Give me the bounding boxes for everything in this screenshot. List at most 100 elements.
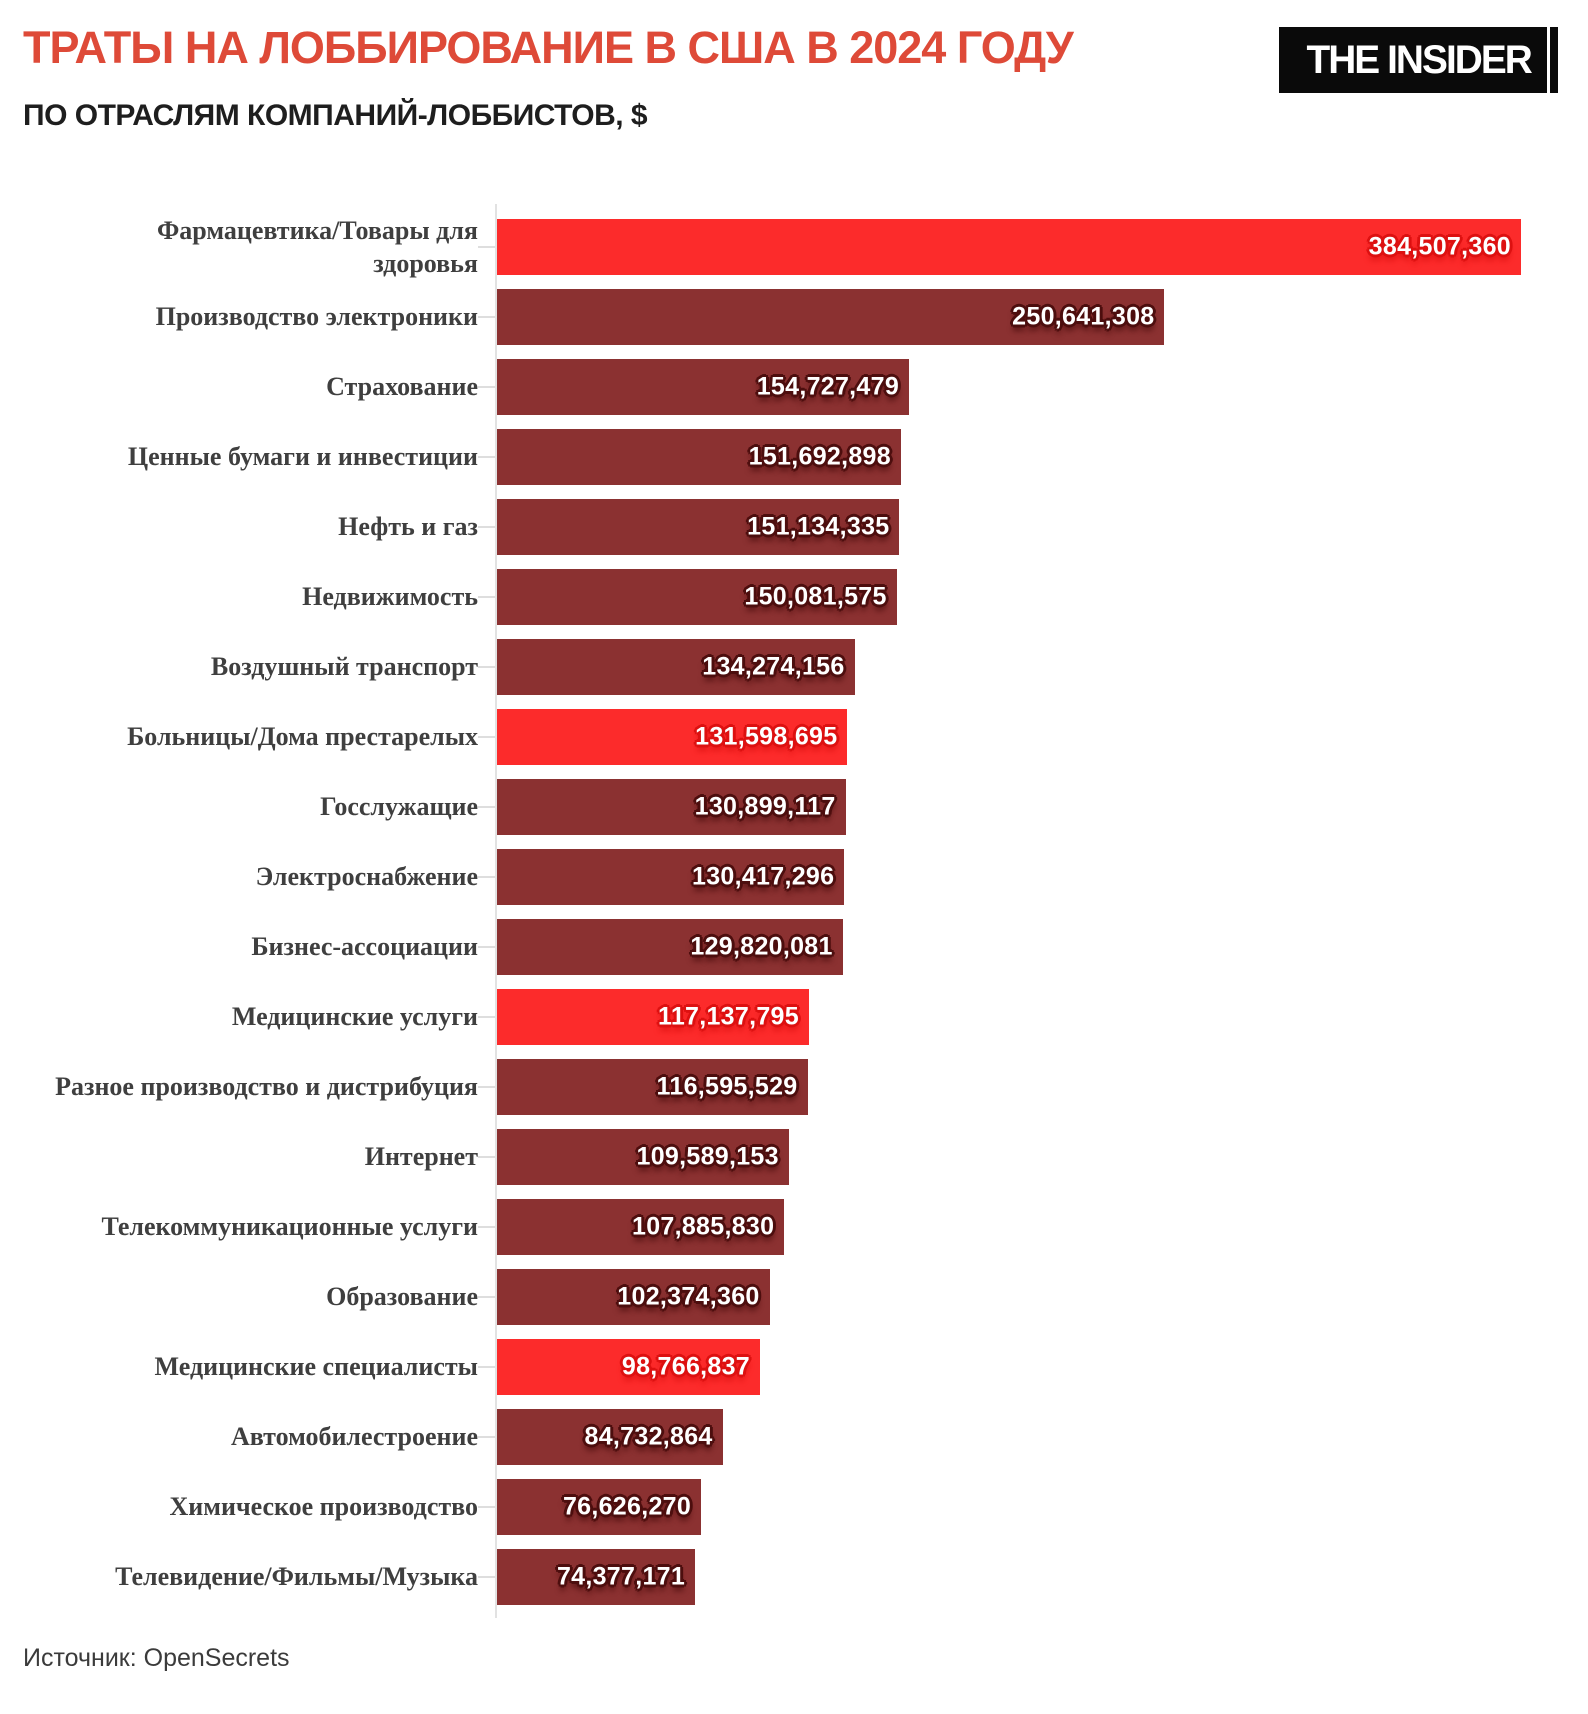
axis-tick (478, 876, 495, 878)
axis-tick (478, 1156, 495, 1158)
axis-tick (478, 946, 495, 948)
category-label: Разное производство и дистрибуция (55, 1072, 478, 1102)
bar-value-label: 117,137,795 (658, 1002, 799, 1031)
chart-row: Воздушный транспорт 134,274,156 (0, 632, 1588, 702)
chart-row: Химическое производство 76,626,270 (0, 1472, 1588, 1542)
chart-row: Образование 102,374,360 (0, 1262, 1588, 1332)
bar: 109,589,153 (497, 1129, 789, 1185)
bar-value-label: 134,274,156 (702, 652, 845, 681)
bar-value-label: 129,820,081 (690, 932, 833, 961)
bar-area: 384,507,360 (497, 219, 1521, 275)
bar-area: 107,885,830 (497, 1199, 1521, 1255)
page-subtitle: ПО ОТРАСЛЯМ КОМПАНИЙ-ЛОББИСТОВ, $ (23, 99, 648, 132)
bar-area: 130,417,296 (497, 849, 1521, 905)
chart-row: Страхование 154,727,479 (0, 352, 1588, 422)
category-label: Бизнес-ассоциации (251, 932, 478, 962)
bar-area: 130,899,117 (497, 779, 1521, 835)
bar: 84,732,864 (497, 1409, 723, 1465)
axis-tick (478, 456, 495, 458)
bar-value-label: 151,134,335 (747, 512, 890, 541)
axis-tick (478, 1086, 495, 1088)
category-label: Ценные бумаги и инвестиции (127, 442, 478, 472)
page-title: ТРАТЫ НА ЛОББИРОВАНИЕ В США В 2024 ГОДУ (23, 22, 1074, 73)
bar: 102,374,360 (497, 1269, 770, 1325)
bar-area: 109,589,153 (497, 1129, 1521, 1185)
category-label: Недвижимость (302, 582, 478, 612)
chart-row: Телекоммуникационные услуги 107,885,830 (0, 1192, 1588, 1262)
axis-tick (478, 736, 495, 738)
bar: 74,377,171 (497, 1549, 696, 1605)
chart-row: Фармацевтика/Товары для здоровья 384,507… (0, 212, 1588, 282)
bar: 98,766,837 (497, 1339, 761, 1395)
y-axis-line (495, 204, 497, 1618)
bar: 150,081,575 (497, 569, 897, 625)
bar-value-label: 76,626,270 (562, 1492, 692, 1521)
category-label: Телевидение/Фильмы/Музыка (115, 1562, 478, 1592)
bar-value-label: 107,885,830 (631, 1212, 775, 1241)
bar-value-label: 250,641,308 (1012, 302, 1155, 331)
axis-tick (478, 316, 495, 318)
bar: 151,692,898 (497, 429, 901, 485)
bar: 384,507,360 (497, 219, 1521, 275)
bar-area: 131,598,695 (497, 709, 1521, 765)
axis-tick (478, 1016, 495, 1018)
bar: 154,727,479 (497, 359, 910, 415)
axis-tick (478, 596, 495, 598)
bar-value-label: 151,692,898 (748, 442, 891, 471)
bar: 134,274,156 (497, 639, 855, 695)
chart-row: Недвижимость 150,081,575 (0, 562, 1588, 632)
bar: 151,134,335 (497, 499, 900, 555)
category-label: Медицинские специалисты (154, 1352, 478, 1382)
bar-area: 151,692,898 (497, 429, 1521, 485)
chart-row: Электроснабжение 130,417,296 (0, 842, 1588, 912)
bar-value-label: 74,377,171 (556, 1562, 686, 1591)
chart-row: Бизнес-ассоциации 129,820,081 (0, 912, 1588, 982)
category-label: Воздушный транспорт (210, 652, 478, 682)
category-label: Телекоммуникационные услуги (101, 1212, 478, 1242)
bar: 116,595,529 (497, 1059, 808, 1115)
chart-row: Автомобилестроение 84,732,864 (0, 1402, 1588, 1472)
axis-tick (478, 1226, 495, 1228)
category-label: Автомобилестроение (230, 1422, 478, 1452)
chart-row: Медицинские специалисты 98,766,837 (0, 1332, 1588, 1402)
chart-row: Нефть и газ 151,134,335 (0, 492, 1588, 562)
category-label: Электроснабжение (255, 862, 478, 892)
category-label: Нефть и газ (338, 512, 478, 542)
category-label: Образование (326, 1282, 478, 1312)
axis-tick (478, 386, 495, 388)
bar-area: 74,377,171 (497, 1549, 1521, 1605)
chart-row: Госслужащие 130,899,117 (0, 772, 1588, 842)
bar-area: 102,374,360 (497, 1269, 1521, 1325)
bar-value-label: 130,417,296 (691, 862, 835, 891)
chart-row: Производство электроники 250,641,308 (0, 282, 1588, 352)
the-insider-logo: THE INSIDER (1279, 27, 1558, 93)
category-label: Интернет (364, 1142, 478, 1172)
bar-value-label: 154,727,479 (756, 372, 900, 401)
axis-tick (478, 526, 495, 528)
bar-value-label: 102,374,360 (617, 1282, 760, 1311)
axis-tick (478, 1296, 495, 1298)
bar: 117,137,795 (497, 989, 809, 1045)
axis-tick (478, 1436, 495, 1438)
bar-area: 76,626,270 (497, 1479, 1521, 1535)
chart-row: Интернет 109,589,153 (0, 1122, 1588, 1192)
axis-tick (478, 1506, 495, 1508)
bar: 130,417,296 (497, 849, 845, 905)
bar-chart: Фармацевтика/Товары для здоровья 384,507… (0, 204, 1588, 1618)
bar-value-label: 150,081,575 (744, 582, 887, 611)
category-label: Химическое производство (169, 1492, 479, 1522)
bar: 76,626,270 (497, 1479, 702, 1535)
bar-value-label: 130,899,117 (694, 792, 836, 821)
bar-value-label: 98,766,837 (621, 1352, 751, 1381)
logo-text: THE INSIDER (1306, 37, 1532, 82)
chart-row: Разное производство и дистрибуция 116,59… (0, 1052, 1588, 1122)
chart-row: Больницы/Дома престарелых 131,598,695 (0, 702, 1588, 772)
axis-tick (478, 666, 495, 668)
chart-row: Ценные бумаги и инвестиции 151,692,898 (0, 422, 1588, 492)
axis-tick (478, 1576, 495, 1578)
bar-area: 250,641,308 (497, 289, 1521, 345)
bar-area: 129,820,081 (497, 919, 1521, 975)
bar-area: 154,727,479 (497, 359, 1521, 415)
bar: 250,641,308 (497, 289, 1165, 345)
bar-area: 84,732,864 (497, 1409, 1521, 1465)
